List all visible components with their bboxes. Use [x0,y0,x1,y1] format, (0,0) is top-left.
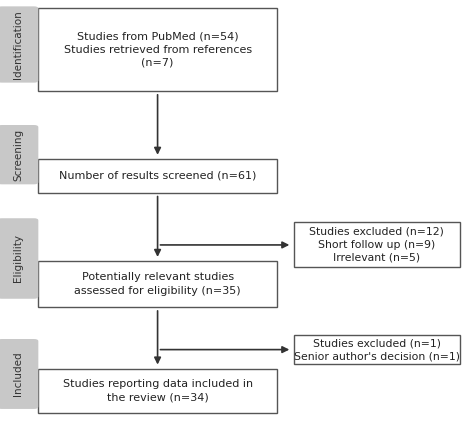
Bar [38,9,276,91]
Text: Studies excluded (n=12)
Short follow up (n=9)
Irrelevant (n=5): Studies excluded (n=12) Short follow up … [309,226,444,263]
Text: Screening: Screening [13,128,23,181]
Bar [293,223,459,267]
Bar [38,369,276,413]
Bar [38,261,276,307]
Text: Studies excluded (n=1)
Senior author's decision (n=1): Studies excluded (n=1) Senior author's d… [293,338,459,361]
Text: Potentially relevant studies
assessed for eligibility (n=35): Potentially relevant studies assessed fo… [74,272,240,295]
Text: Studies reporting data included in
the review (n=34): Studies reporting data included in the r… [62,379,252,402]
Text: Number of results screened (n=61): Number of results screened (n=61) [59,171,256,181]
FancyBboxPatch shape [0,218,38,299]
FancyBboxPatch shape [0,339,38,409]
Text: Studies from PubMed (n=54)
Studies retrieved from references
(n=7): Studies from PubMed (n=54) Studies retri… [63,32,251,68]
Bar [38,159,276,193]
Text: Included: Included [13,352,23,396]
FancyBboxPatch shape [0,6,38,83]
FancyBboxPatch shape [0,125,38,184]
Text: Eligibility: Eligibility [13,235,23,282]
Text: Identification: Identification [13,10,23,79]
Bar [293,335,459,364]
